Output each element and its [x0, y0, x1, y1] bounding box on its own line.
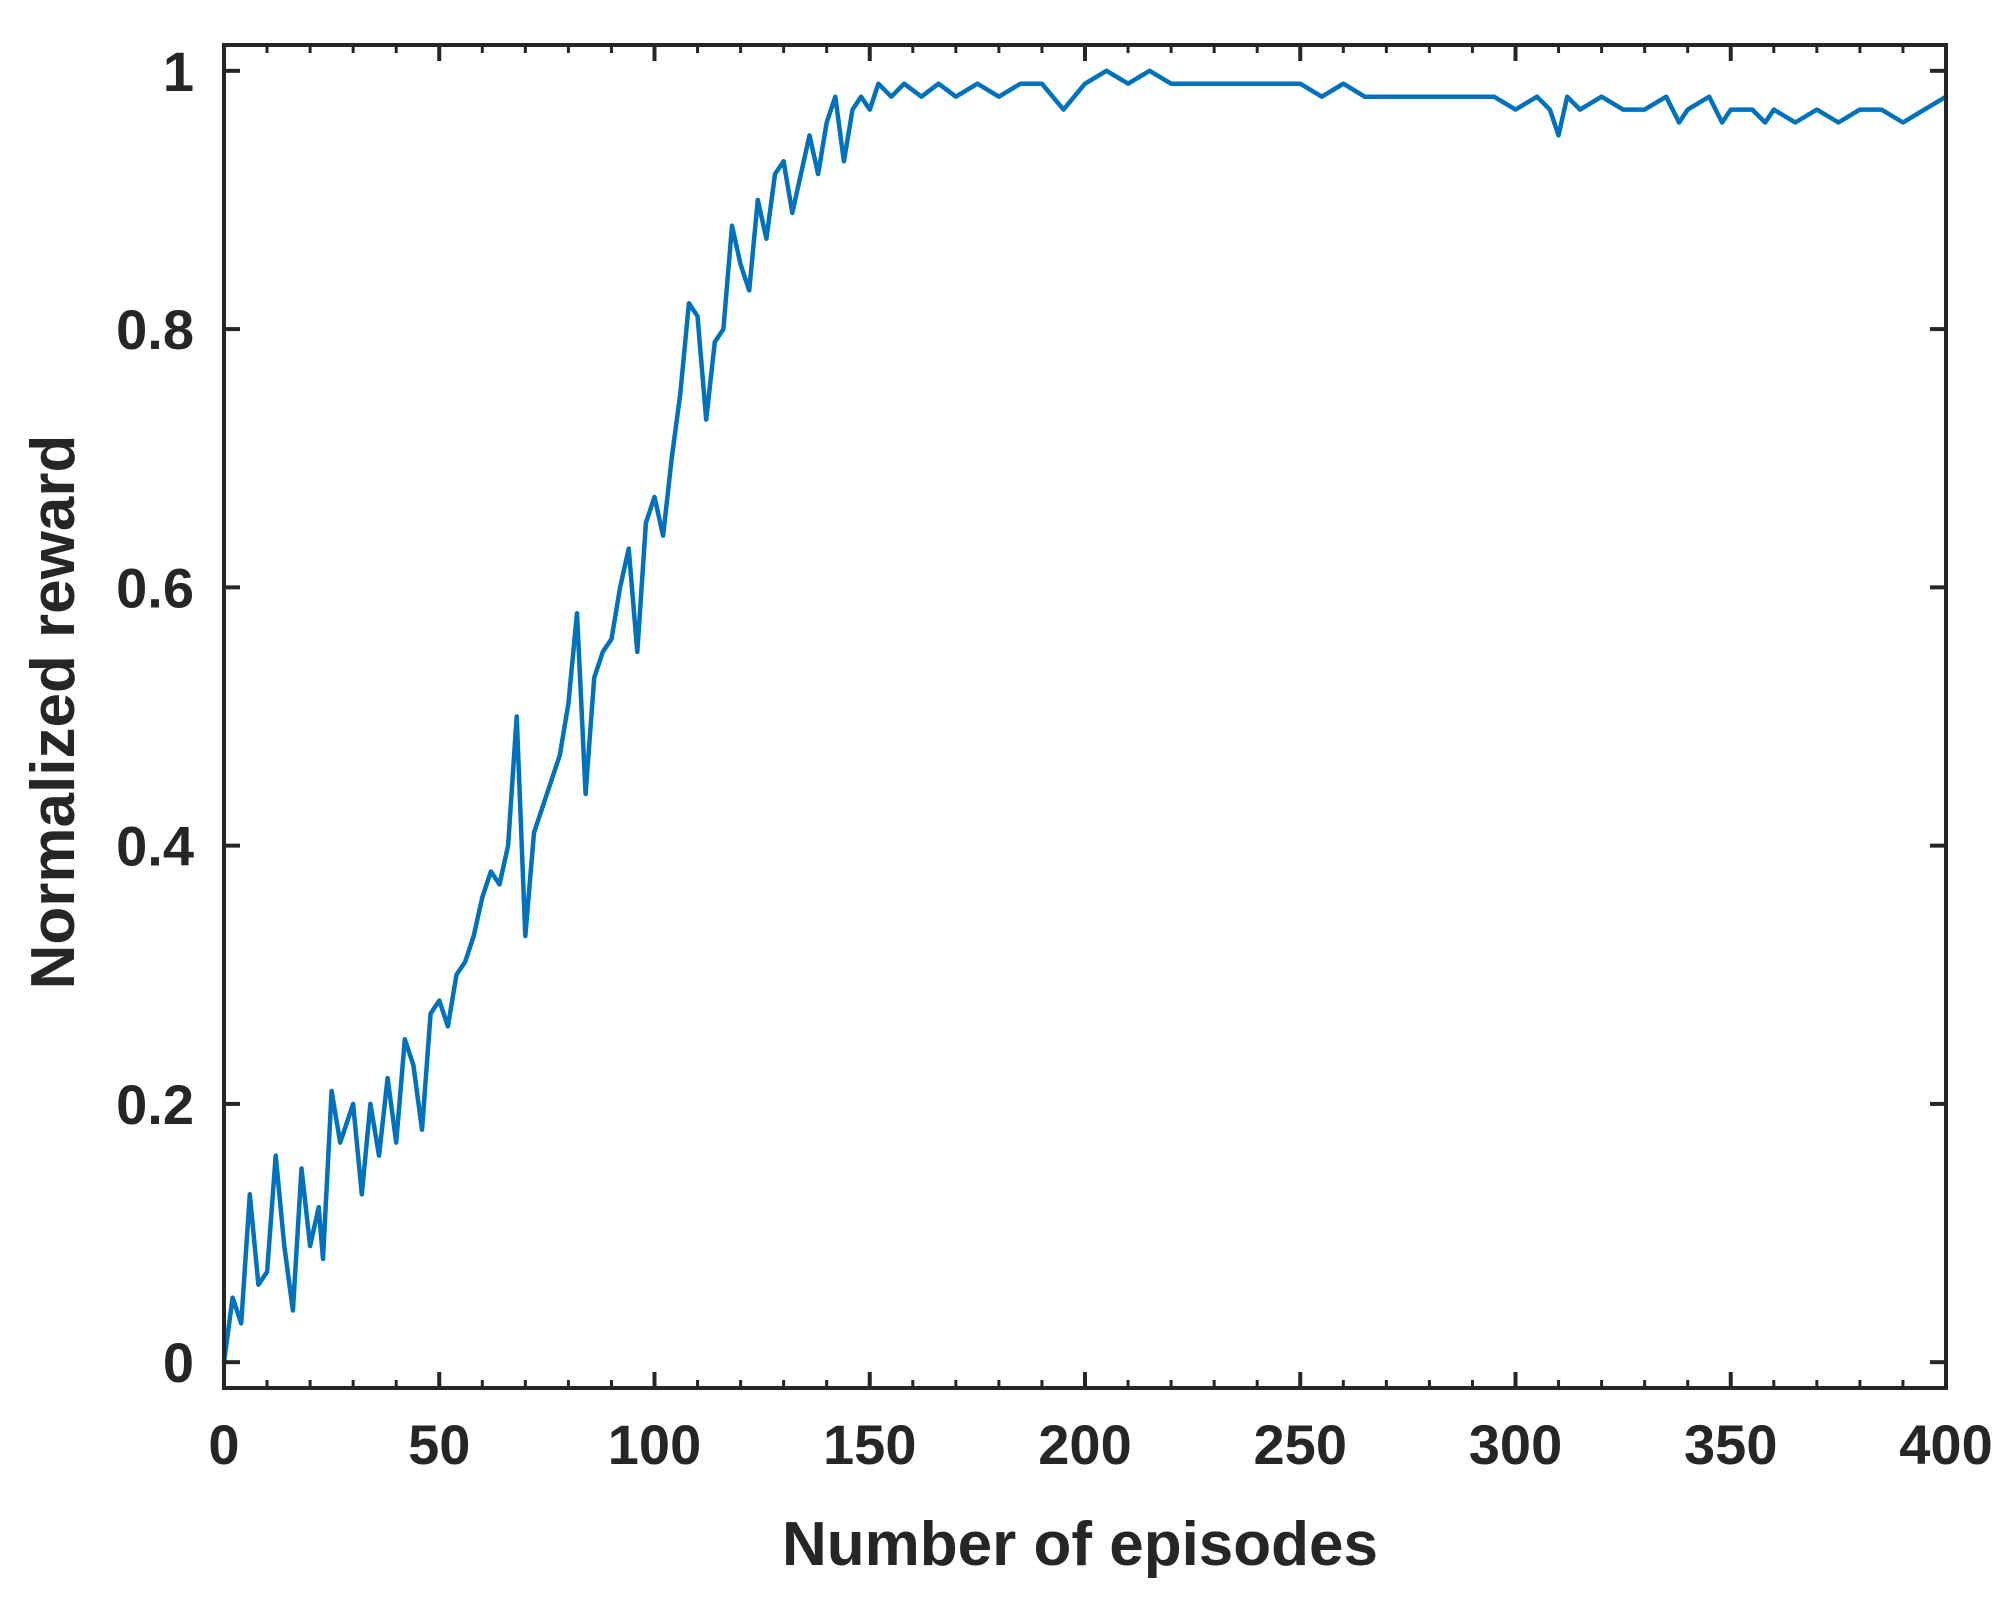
tick-labels: 0 50 100 150 200 250 300 350 400 0 0.2 0.4 0.6 0.8 1 — [116, 40, 1993, 1476]
y-tick-label: 0.2 — [116, 1073, 194, 1136]
y-tick-label: 0.8 — [116, 298, 194, 361]
x-tick-label: 100 — [608, 1413, 701, 1476]
x-axis-title: Number of episodes — [782, 1510, 1378, 1579]
series-line-1 — [221, 68, 1949, 1365]
y-axis-title: Normalized reward — [19, 435, 88, 990]
y-tick-label: 0.4 — [116, 815, 194, 878]
x-tick-label: 400 — [1899, 1413, 1992, 1476]
y-tick-label: 1 — [163, 40, 194, 103]
x-tick-label: 250 — [1254, 1413, 1347, 1476]
ticks — [222, 45, 1948, 1388]
x-tick-label: 350 — [1684, 1413, 1777, 1476]
x-tick-label: 150 — [823, 1413, 916, 1476]
y-tick-label: 0.6 — [116, 556, 194, 619]
x-tick-label: 200 — [1038, 1413, 1131, 1476]
x-tick-label: 50 — [408, 1413, 470, 1476]
y-tick-label: 0 — [163, 1331, 194, 1394]
x-tick-label: 0 — [208, 1413, 239, 1476]
x-tick-label: 300 — [1469, 1413, 1562, 1476]
